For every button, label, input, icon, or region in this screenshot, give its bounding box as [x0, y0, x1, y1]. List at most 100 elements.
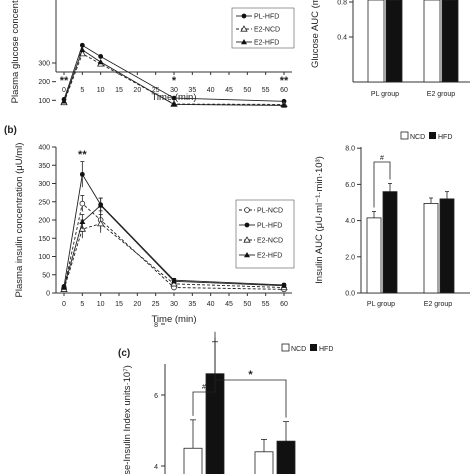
- axis-a-x-tick-label: 5: [80, 87, 84, 94]
- significance-mark: **: [78, 149, 87, 161]
- axis-a-x-tick-label: 15: [115, 87, 123, 94]
- legend-a-marker: [241, 39, 247, 45]
- legend-b-label: E2-HFD: [257, 253, 282, 260]
- legend-a-label: E2-NCD: [254, 27, 280, 34]
- significance-mark: *: [248, 369, 253, 381]
- axis-b-y-tick-label: 250: [38, 199, 50, 206]
- axis-a2-ylabel: Glucose AUC (mg: [310, 0, 321, 68]
- axis-c-y-tick-label: 8: [154, 322, 158, 329]
- legend-c-label: NCD: [291, 346, 306, 353]
- data-point-PL-NCD: [79, 200, 86, 207]
- legend-b2-swatch: [400, 131, 409, 140]
- axis-a2-x-tick-label: E2 group: [427, 91, 456, 98]
- axis-b2-x-tick-label: PL group: [367, 301, 395, 308]
- legend-c-label: HFD: [319, 346, 333, 353]
- panel-c-bar-chart: 4 6 8 # * NCD HFD se-Insulin Index units·10⁷…: [122, 322, 333, 474]
- axis-b-x-tick-label: 45: [225, 301, 233, 308]
- axis-a-ylabel-line1: Plasma glucose concentration: [10, 0, 21, 103]
- bar-NCD-E2-group: [423, 203, 439, 294]
- data-point-PL-HFD: [171, 95, 177, 101]
- data-point-E2-HFD: [61, 284, 67, 290]
- axis-b-y-tick-label: 400: [38, 145, 50, 152]
- significance-bracket: [373, 161, 391, 208]
- axis-b-y-tick-label: 200: [38, 218, 50, 225]
- axis-b-x-tick-label: 55: [262, 301, 270, 308]
- axis-a-x-ticks: 0 5 10 15 20 25 30 35 40 45 50 55 60: [62, 72, 288, 94]
- axis-b2-y-tick-label: 2.0: [345, 254, 355, 261]
- axis-a-x-tick-label: 50: [243, 87, 251, 94]
- bar-HFD-PL-group: [385, 0, 403, 83]
- axis-a-x-tick-label: 25: [152, 87, 160, 94]
- axis-a-y-tick-label: 100: [38, 98, 50, 105]
- legend-b2-label: NCD: [410, 134, 425, 141]
- axis-a-x-tick-label: 40: [207, 87, 215, 94]
- axis-a2-x-tick-label: PL group: [371, 91, 399, 98]
- panel-b-line-chart: 0 50 100 150 200 250 300 350 400 0 5 10 15 20 25 30 35 4…: [14, 143, 295, 325]
- axis-a-x-tick-label: 10: [97, 87, 105, 94]
- legend-a-label: E2-HFD: [254, 40, 279, 47]
- axis-a-y-tick-label: 300: [38, 60, 50, 67]
- legend-b2-label: HFD: [438, 134, 452, 141]
- legend-b-label: E2-NCD: [257, 238, 283, 245]
- axis-a-x-tick-label: 35: [188, 87, 196, 94]
- axis-b-y-tick-label: 300: [38, 181, 50, 188]
- data-point-E2-HFD: [79, 46, 86, 53]
- axis-b2-ylabel: Insulin AUC (μU·ml⁻¹·min·10³): [314, 156, 325, 284]
- axis-b-x-tick-label: 10: [97, 301, 105, 308]
- axis-a-y-ticks: 100 200 300: [38, 60, 56, 105]
- axis-b2-y-tick-label: 6.0: [345, 182, 355, 189]
- axis-b-x-tick-label: 15: [115, 301, 123, 308]
- significance-mark: **: [60, 75, 69, 87]
- bar-NCD-PL-group: [367, 0, 385, 83]
- axis-b-x-tick-label: 30: [170, 301, 178, 308]
- axis-a-x-tick-label: 45: [225, 87, 233, 94]
- bar-NCD-E2-group: [423, 0, 441, 83]
- legend-b-marker: [244, 252, 250, 258]
- bar-HFD-PL-group: [382, 191, 398, 294]
- legend-a-marker: [241, 13, 247, 19]
- axis-a-x-tick-label: 55: [262, 87, 270, 94]
- axis-b-y-tick-label: 0: [46, 291, 50, 298]
- legend-b-label: PL-NCD: [257, 208, 283, 215]
- significance-mark: **: [280, 75, 289, 87]
- bar-HFD-E2-group: [439, 198, 455, 294]
- legend-a: PL-HFD E2-NCD E2-HFD: [231, 7, 295, 49]
- legend-c-swatch: [310, 344, 317, 351]
- data-point-E2-HFD: [97, 202, 104, 208]
- axis-b2-y-tick-label: 4.0: [345, 218, 355, 225]
- legend-c-swatch: [281, 343, 290, 352]
- data-point-E2-HFD: [61, 98, 67, 104]
- panel-b-bar-chart: 0.0 2.0 4.0 6.0 8.0 PL group E2 group # NCD HF…: [314, 131, 470, 308]
- panel-b-label: (b): [4, 125, 17, 136]
- axis-b-x-tick-label: 50: [243, 301, 251, 308]
- bar-HFD-E2-group: [276, 440, 296, 474]
- legend-b-marker: [244, 207, 250, 213]
- axis-c-y-tick-label: 6: [154, 393, 158, 400]
- axis-b-y-tick-label: 150: [38, 236, 50, 243]
- axis-b2-y-tick-label: 8.0: [345, 146, 355, 153]
- data-point-E2-HFD: [281, 102, 287, 108]
- legend-a-marker: [240, 25, 248, 32]
- axis-c-y-tick-label: 4: [154, 464, 158, 471]
- axis-a-x-tick-label: 60: [280, 87, 288, 94]
- axis-b-y-tick-label: 100: [38, 254, 50, 261]
- legend-b: PL-NCD PL-HFD E2-NCD E2-HFD: [235, 199, 295, 269]
- legend-b-marker: [244, 222, 250, 228]
- axis-b-x-tick-label: 25: [152, 301, 160, 308]
- axis-b-x-tick-label: 40: [207, 301, 215, 308]
- significance-mark: #: [202, 384, 206, 391]
- data-point-PL-HFD: [98, 54, 104, 59]
- panel-a-series: [60, 42, 288, 108]
- axis-b-x-tick-label: 0: [62, 301, 66, 308]
- panel-c-label: (c): [118, 348, 130, 359]
- axis-b-x-tick-label: 5: [80, 301, 84, 308]
- significance-mark: #: [380, 155, 384, 162]
- axis-b-x-tick-label: 35: [188, 301, 196, 308]
- axis-a-x-tick-label: 30: [170, 87, 178, 94]
- axis-b-xlabel: Time (min): [151, 314, 196, 325]
- legend-b2-swatch: [429, 132, 436, 139]
- axis-b2-x-tick-label: E2 group: [424, 301, 453, 308]
- axis-c-ylabel: se-Insulin Index units·10⁷): [122, 365, 133, 474]
- axis-a2-y-tick-label: 0.4: [337, 35, 347, 42]
